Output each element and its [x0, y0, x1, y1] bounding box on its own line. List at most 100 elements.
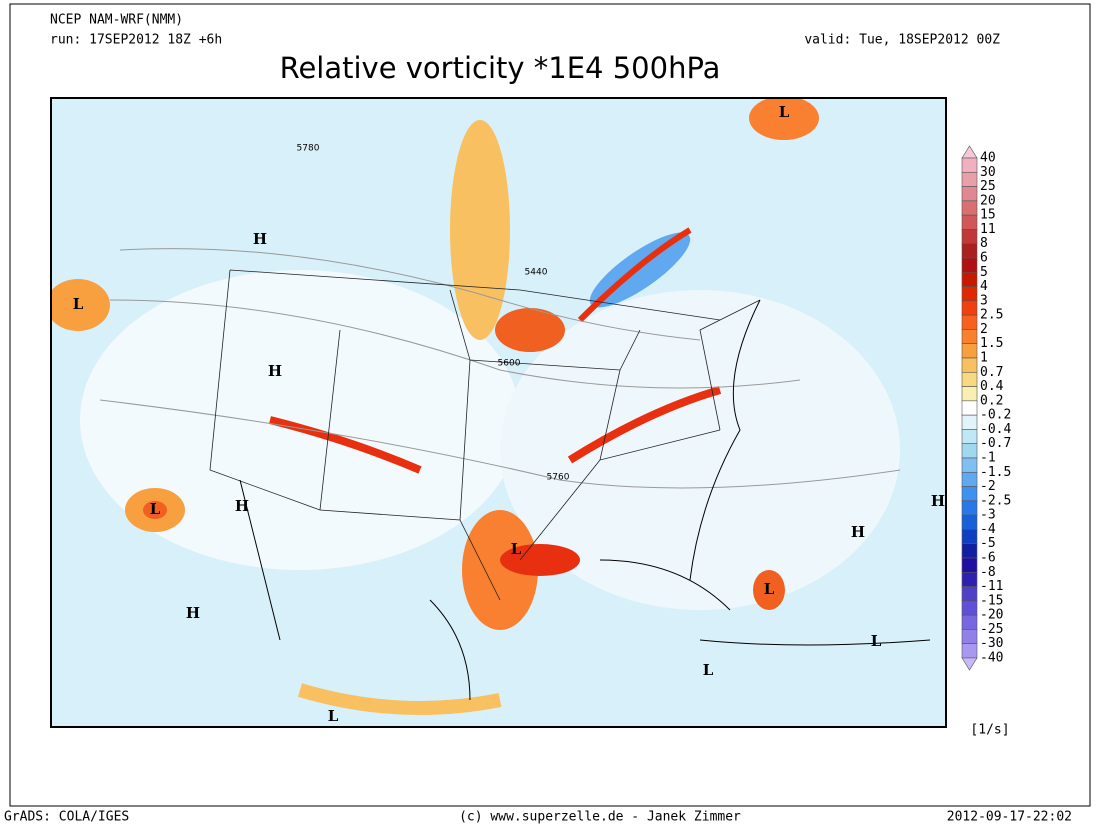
color-swatch — [961, 343, 978, 359]
pressure-center-label: H — [253, 230, 267, 248]
map-field — [51, 98, 946, 727]
color-swatch — [961, 600, 978, 616]
colorbar-label: 2.5 — [980, 308, 1003, 323]
vort-blob — [495, 308, 565, 352]
color-swatch — [961, 571, 978, 587]
colorbar-label: 20 — [980, 193, 996, 208]
height-contour — [99, 399, 901, 489]
colorbar-label: -0.7 — [980, 436, 1011, 451]
color-swatch — [961, 314, 978, 330]
colorbar-label: 25 — [980, 179, 996, 194]
color-swatch — [961, 386, 978, 402]
pressure-center-label: L — [703, 661, 714, 679]
colorbar-label: -4 — [980, 522, 996, 537]
colorbar-label: 6 — [980, 251, 988, 266]
contour-label: 5440 — [525, 268, 548, 278]
footer-right: 2012-09-17-22:02 — [947, 810, 1072, 825]
pressure-center-label: L — [764, 580, 775, 598]
pressure-center-label: L — [511, 540, 522, 558]
footer-left: GrADS: COLA/IGES — [4, 810, 129, 825]
colorbar-label: 1 — [980, 351, 988, 366]
colorbar-label: 5 — [980, 265, 988, 280]
colorbar-label: -1 — [980, 451, 996, 466]
colorbar-label: -6 — [980, 551, 996, 566]
colorbar-label: -25 — [980, 622, 1003, 637]
height-contour — [109, 299, 801, 389]
color-swatch — [961, 614, 978, 630]
pressure-center-label: L — [328, 707, 339, 725]
colorbar-label: 8 — [980, 236, 988, 251]
color-swatch — [961, 557, 978, 573]
color-swatch — [961, 457, 978, 473]
color-swatch — [961, 357, 978, 373]
vort-blob — [51, 279, 110, 331]
footer-center: (c) www.superzelle.de - Janek Zimmer — [459, 810, 741, 825]
field-patch — [80, 270, 520, 570]
vort-blob — [749, 98, 819, 140]
colorbar-label: 0.7 — [980, 365, 1003, 380]
coastline — [239, 299, 931, 701]
color-swatch — [961, 214, 978, 230]
color-swatch — [961, 471, 978, 487]
colorbar-label: -1.5 — [980, 465, 1011, 480]
pressure-center-label: H — [235, 497, 249, 515]
colorbar-label: -11 — [980, 579, 1003, 594]
colorbar-label: 1.5 — [980, 336, 1003, 351]
pressure-center-label: H — [268, 362, 282, 380]
contour-label: 5760 — [547, 473, 570, 483]
pressure-center-label: L — [871, 632, 882, 650]
colorbar-label: -2.5 — [980, 493, 1011, 508]
color-swatch — [961, 186, 978, 202]
pressure-center-label: L — [150, 500, 161, 518]
field-patch — [500, 290, 900, 610]
color-swatch — [961, 371, 978, 387]
color-swatch — [961, 257, 978, 273]
colorbar-label: -2 — [980, 479, 996, 494]
vort-streak — [577, 227, 692, 323]
colorbar-label: 40 — [980, 151, 996, 166]
color-swatch — [961, 543, 978, 559]
valid-info: valid: Tue, 18SEP2012 00Z — [804, 33, 1000, 48]
pressure-center-label: L — [73, 295, 84, 313]
color-swatch — [961, 286, 978, 302]
colorbar-triangle — [961, 657, 978, 671]
color-swatch — [961, 414, 978, 430]
vort-streak — [269, 416, 422, 474]
contour-label: 5600 — [498, 359, 521, 369]
color-swatch — [961, 271, 978, 287]
title: Relative vorticity *1E4 500hPa — [280, 51, 721, 85]
vort-blob — [462, 510, 538, 630]
colorbar-label: 30 — [980, 165, 996, 180]
map-frame — [50, 97, 947, 728]
vort-blob — [143, 501, 167, 519]
map: H L H L H H L L H H L L L L 5780 5440 5600 5760 — [50, 97, 947, 728]
color-swatch — [961, 429, 978, 445]
vort-blob — [753, 570, 785, 610]
pressure-center-label: H — [186, 604, 200, 622]
contour-label: 5780 — [297, 144, 320, 154]
color-swatch — [961, 443, 978, 459]
color-swatch — [961, 243, 978, 259]
color-swatch — [961, 529, 978, 545]
colorbar-label: 2 — [980, 322, 988, 337]
vort-blob — [500, 544, 580, 576]
color-swatch — [961, 643, 978, 659]
colorbar-label: 11 — [980, 222, 996, 237]
vort-blob — [450, 120, 510, 340]
color-swatch — [961, 329, 978, 345]
run-info: run: 17SEP2012 18Z +6h — [50, 33, 222, 48]
color-swatch — [961, 300, 978, 316]
color-swatch — [961, 400, 978, 416]
colorbar-label: 3 — [980, 293, 988, 308]
colorbar-label: -40 — [980, 651, 1003, 666]
color-swatch — [961, 171, 978, 187]
height-contour — [119, 248, 701, 341]
border-lines — [209, 269, 761, 601]
colorbar-label: 15 — [980, 208, 996, 223]
vort-streak — [567, 386, 722, 464]
color-swatch — [961, 500, 978, 516]
color-swatch — [961, 157, 978, 173]
model-name: NCEP NAM-WRF(NMM) — [50, 13, 183, 28]
colorbar-label: -30 — [980, 636, 1003, 651]
